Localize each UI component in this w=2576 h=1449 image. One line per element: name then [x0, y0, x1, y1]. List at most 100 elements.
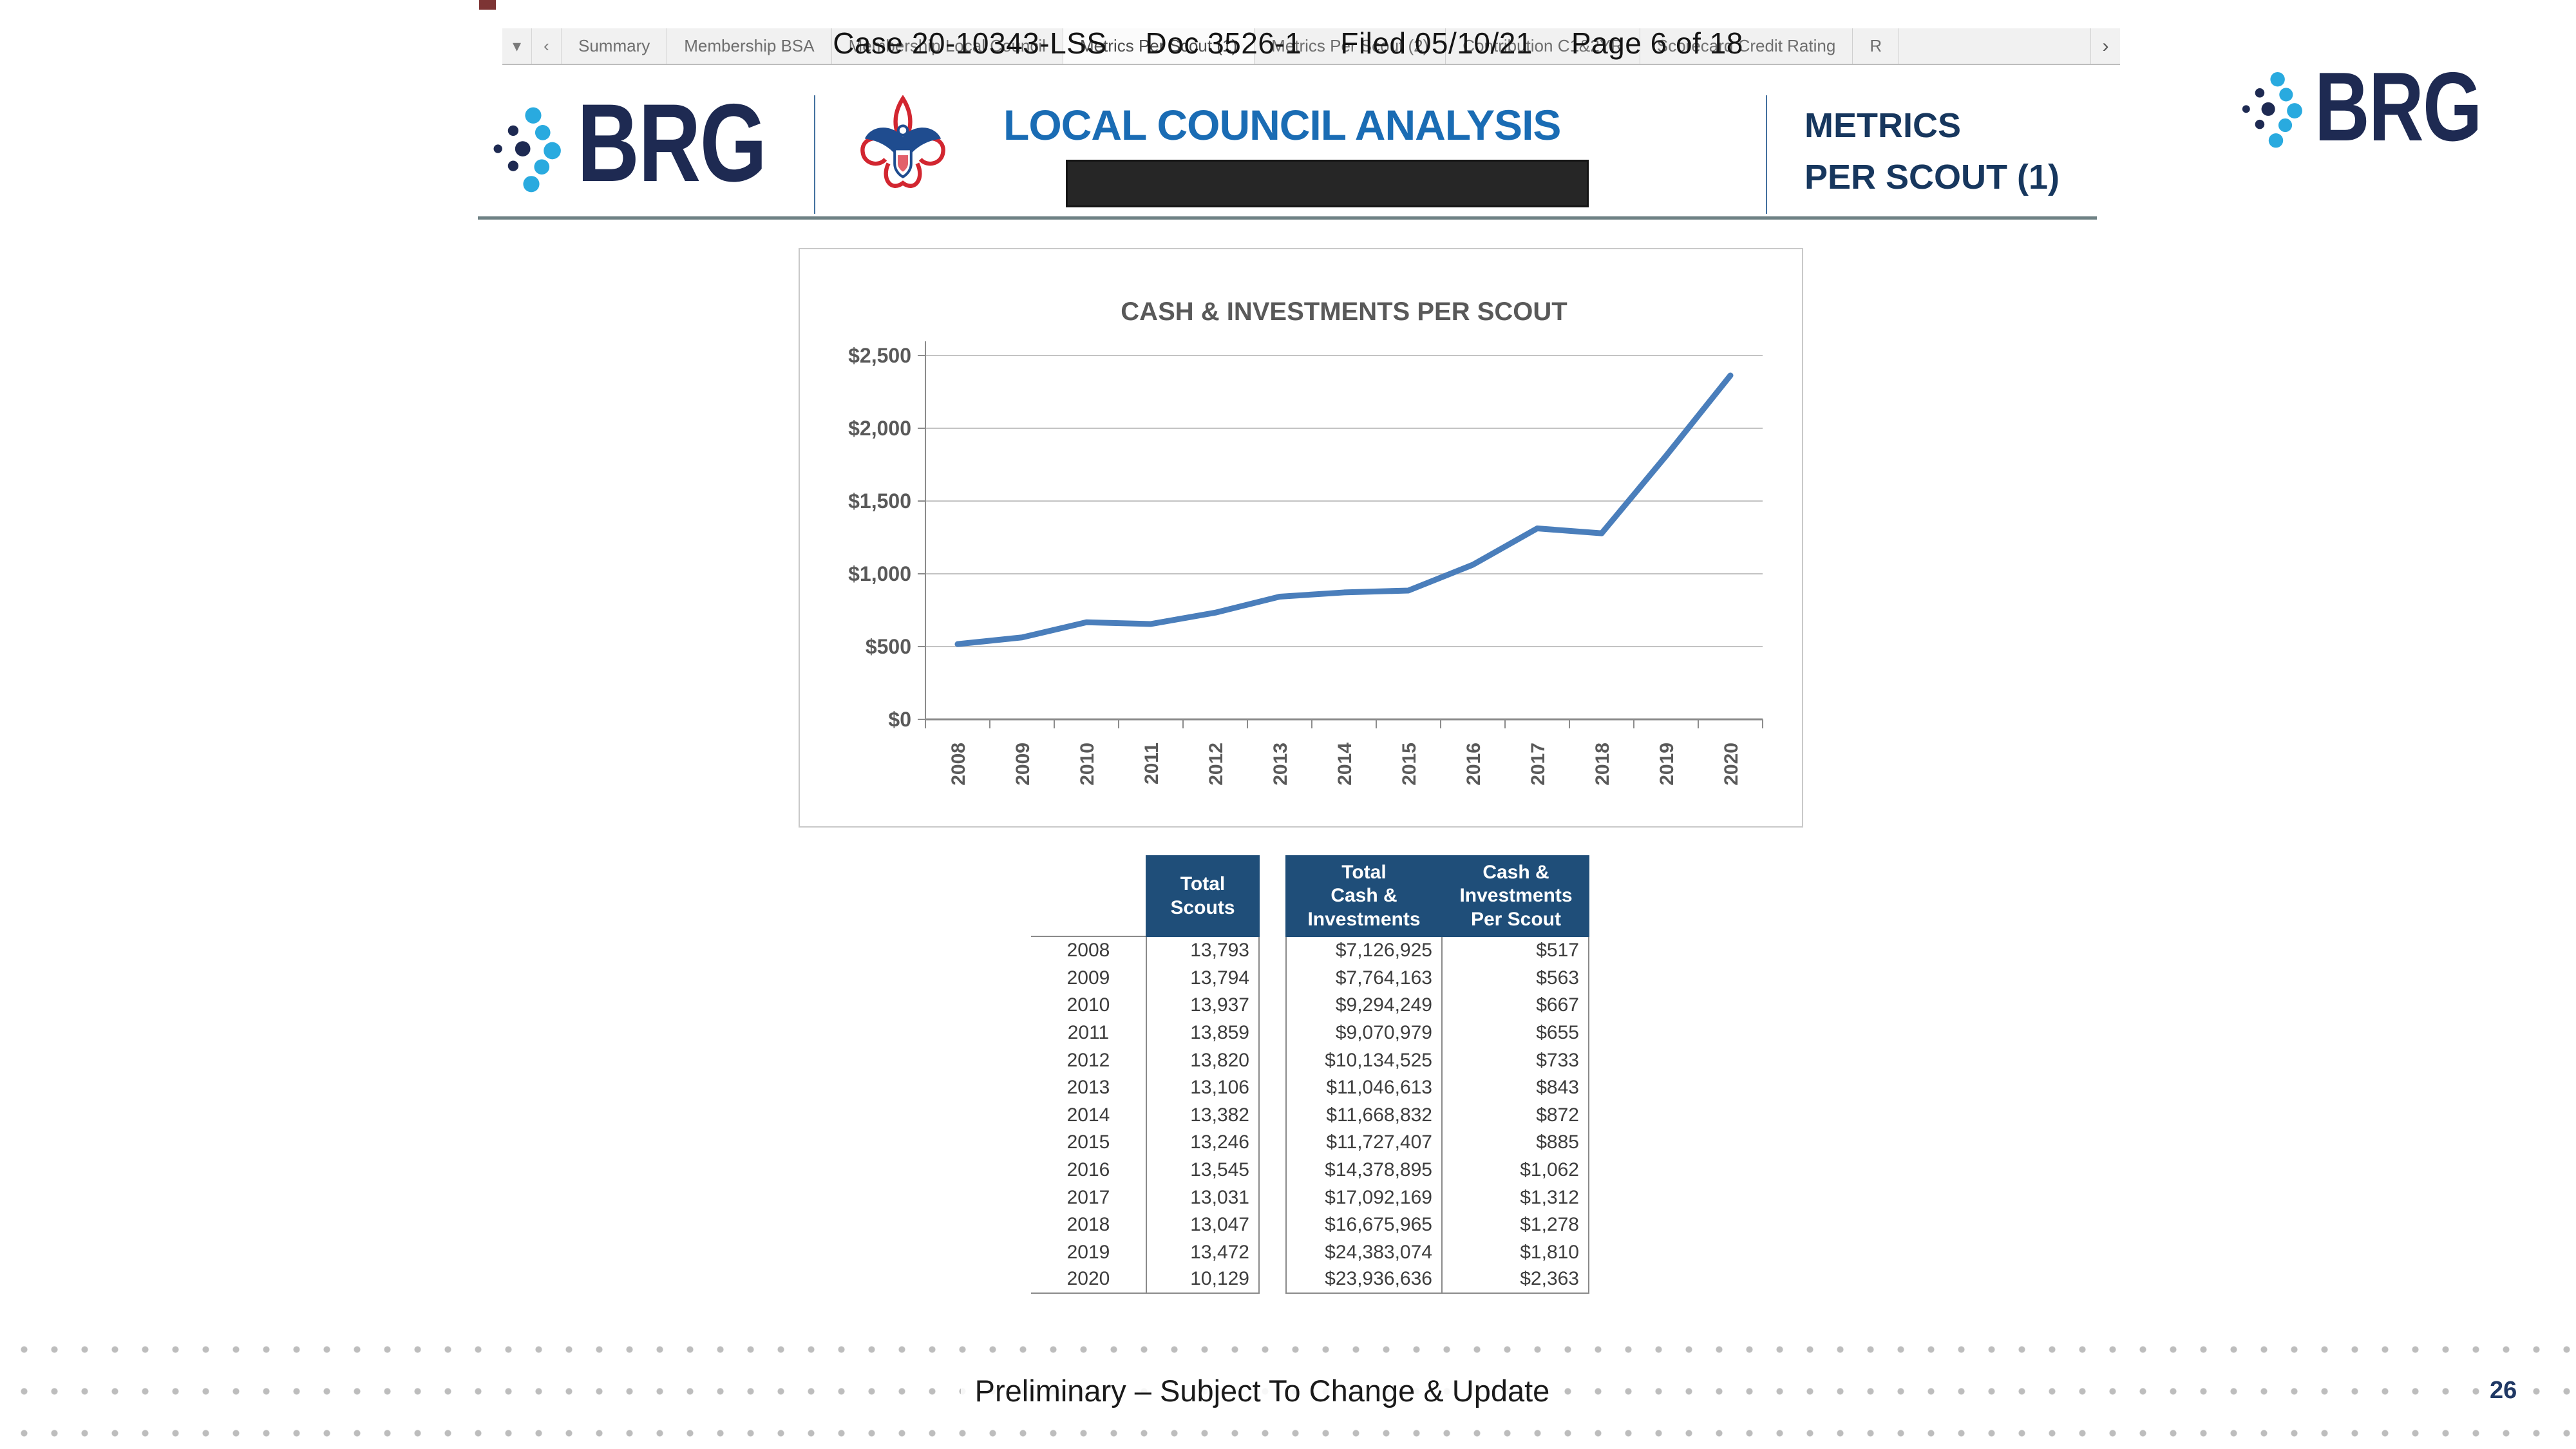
- table-gap-cell: [1260, 965, 1285, 992]
- table-cell-cash: $16,675,965: [1285, 1211, 1443, 1239]
- table-cell-year: 2012: [1066, 1049, 1110, 1071]
- sheet-tab[interactable]: Summary: [562, 28, 668, 64]
- table-cell-per: $1,312: [1443, 1184, 1589, 1211]
- redaction-box: [1066, 160, 1589, 207]
- council-table-body: 2008 13,793 $7,126,925 $517 2009 13,794 $7,764…: [1031, 937, 1589, 1294]
- sheet-tab[interactable]: Membership BSA: [667, 28, 832, 64]
- sheet-tab[interactable]: Metrics Per Scout (2): [1255, 28, 1446, 64]
- table-gap-cell: [1260, 1211, 1285, 1239]
- table-cell-year: 2015: [1066, 1132, 1110, 1153]
- svg-text:$2,000: $2,000: [848, 417, 911, 440]
- header-total-cash: Total Cash & Investments: [1285, 855, 1443, 937]
- svg-text:2016: 2016: [1463, 743, 1484, 786]
- table-cell-cash: $11,727,407: [1285, 1129, 1443, 1157]
- table-gap-cell: [1260, 1074, 1285, 1102]
- table-cell-cash: $11,046,613: [1285, 1074, 1443, 1102]
- table-header-row: Total Scouts Total Cash & Investments Ca…: [1031, 855, 1589, 937]
- table-cell-per: $1,278: [1443, 1211, 1589, 1239]
- table-cell-per: $655: [1443, 1019, 1589, 1047]
- table-cell-per: $1,062: [1443, 1156, 1589, 1184]
- table-gap-cell: [1260, 992, 1285, 1019]
- table-gap-cell: [1260, 1157, 1285, 1184]
- svg-text:2013: 2013: [1270, 743, 1291, 786]
- svg-text:2011: 2011: [1141, 743, 1162, 784]
- section-title-line2: PER SCOUT (1): [1804, 158, 2060, 196]
- table-cell-year: 2011: [1067, 1022, 1110, 1044]
- header-gap: [1260, 855, 1285, 937]
- table-gap-cell: [1260, 1184, 1285, 1211]
- svg-text:$1,500: $1,500: [848, 489, 911, 513]
- table-gap-cell: [1260, 1239, 1285, 1267]
- tab-scroll-back-icon[interactable]: ‹: [532, 28, 562, 64]
- table-cell-scouts: 13,106: [1146, 1074, 1260, 1102]
- brg-logo-text: BRG: [577, 81, 767, 205]
- sheet-tab[interactable]: Contribution C1&2YR: [1446, 28, 1640, 64]
- header-year: [1031, 855, 1146, 937]
- table-gap-cell: [1260, 1019, 1285, 1047]
- table-gap-cell: [1260, 1129, 1285, 1157]
- page-title: LOCAL COUNCIL ANALYSIS: [1003, 101, 1561, 149]
- chart-canvas: CASH & INVESTMENTS PER SCOUT $0 $500 $1,000…: [848, 298, 1763, 786]
- table-cell-year: 2016: [1066, 1159, 1110, 1181]
- tab-scroll-forward-icon[interactable]: ›: [2090, 28, 2120, 64]
- header-total-scouts: Total Scouts: [1146, 855, 1260, 937]
- table-cell-scouts: 13,937: [1146, 992, 1260, 1019]
- table-cell-cash: $23,936,636: [1285, 1266, 1443, 1294]
- sheet-tab-bar: ▾ ‹ Summary Membership BSA Membership Loca…: [502, 28, 2120, 65]
- table-cell-cash: $9,070,979: [1285, 1019, 1443, 1047]
- header-per-scout: Cash & Investments Per Scout: [1443, 855, 1589, 937]
- svg-text:2009: 2009: [1012, 743, 1034, 786]
- scan-artifact: [479, 0, 496, 10]
- table-cell-year: 2014: [1066, 1104, 1110, 1126]
- table-cell-per: $1,810: [1443, 1238, 1589, 1267]
- corner-brg-logo-dots: [2242, 71, 2302, 148]
- table-cell-per: $667: [1443, 992, 1589, 1019]
- svg-text:2019: 2019: [1656, 743, 1678, 786]
- stamp-page: Page 6 of 18: [1571, 26, 1743, 60]
- corner-brg-logo-text: BRG: [2315, 52, 2482, 162]
- svg-text:2017: 2017: [1528, 743, 1549, 786]
- sheet-tab[interactable]: R: [1853, 28, 1900, 64]
- sheet-tab[interactable]: Scorecard Credit Rating: [1640, 28, 1853, 64]
- table-cell-per: $843: [1443, 1074, 1589, 1102]
- table-cell-scouts: 13,793: [1146, 937, 1260, 965]
- table-cell-cash: $9,294,249: [1285, 992, 1443, 1019]
- table-gap-cell: [1260, 1266, 1285, 1294]
- table-cell-cash: $14,378,895: [1285, 1156, 1443, 1184]
- stamp-doc: Doc 3526-1: [1145, 26, 1302, 60]
- table-gap-cell: [1260, 1102, 1285, 1130]
- table-cell-year: 2019: [1066, 1241, 1110, 1263]
- header-rule: [478, 216, 2097, 220]
- sheet-tab[interactable]: Metrics Per Scout (1): [1063, 28, 1255, 64]
- table-cell-cash: $24,383,074: [1285, 1238, 1443, 1267]
- table-cell-year: 2017: [1066, 1186, 1110, 1208]
- table-gap-cell: [1260, 1046, 1285, 1074]
- page-number: 26: [2483, 1376, 2524, 1406]
- sheet-tab[interactable]: Membership Local Council: [832, 28, 1063, 64]
- table-cell-year: 2009: [1066, 967, 1110, 989]
- table-cell-scouts: 13,820: [1146, 1046, 1260, 1074]
- svg-text:2014: 2014: [1334, 743, 1356, 786]
- tab-dropdown-icon[interactable]: ▾: [502, 28, 532, 64]
- svg-text:$500: $500: [866, 635, 911, 658]
- table-cell-scouts: 13,859: [1146, 1019, 1260, 1047]
- table-cell-year: 2013: [1066, 1077, 1110, 1099]
- table-cell-year: 2018: [1066, 1214, 1110, 1236]
- svg-text:2008: 2008: [948, 743, 969, 786]
- header-divider-left: [814, 95, 815, 214]
- table-cell-cash: $11,668,832: [1285, 1101, 1443, 1130]
- table-cell-per: $872: [1443, 1101, 1589, 1130]
- table-cell-scouts: 13,246: [1146, 1129, 1260, 1157]
- svg-text:$2,500: $2,500: [848, 344, 911, 367]
- table-cell-per: $733: [1443, 1046, 1589, 1074]
- svg-text:2020: 2020: [1721, 743, 1742, 786]
- council-metrics-table: Total Scouts Total Cash & Investments Ca…: [1031, 855, 1589, 1294]
- table-cell-scouts: 10,129: [1146, 1266, 1260, 1294]
- cash-investments-chart: CASH & INVESTMENTS PER SCOUT $0 $500 $1,000…: [799, 248, 1803, 828]
- table-cell-cash: $10,134,525: [1285, 1046, 1443, 1074]
- svg-text:CASH & INVESTMENTS PER SCOUT: CASH & INVESTMENTS PER SCOUT: [1121, 298, 1567, 326]
- table-cell-scouts: 13,794: [1146, 964, 1260, 992]
- stamp-filed: Filed 05/10/21: [1340, 26, 1533, 60]
- table-cell-scouts: 13,031: [1146, 1184, 1260, 1211]
- svg-text:2010: 2010: [1077, 743, 1098, 786]
